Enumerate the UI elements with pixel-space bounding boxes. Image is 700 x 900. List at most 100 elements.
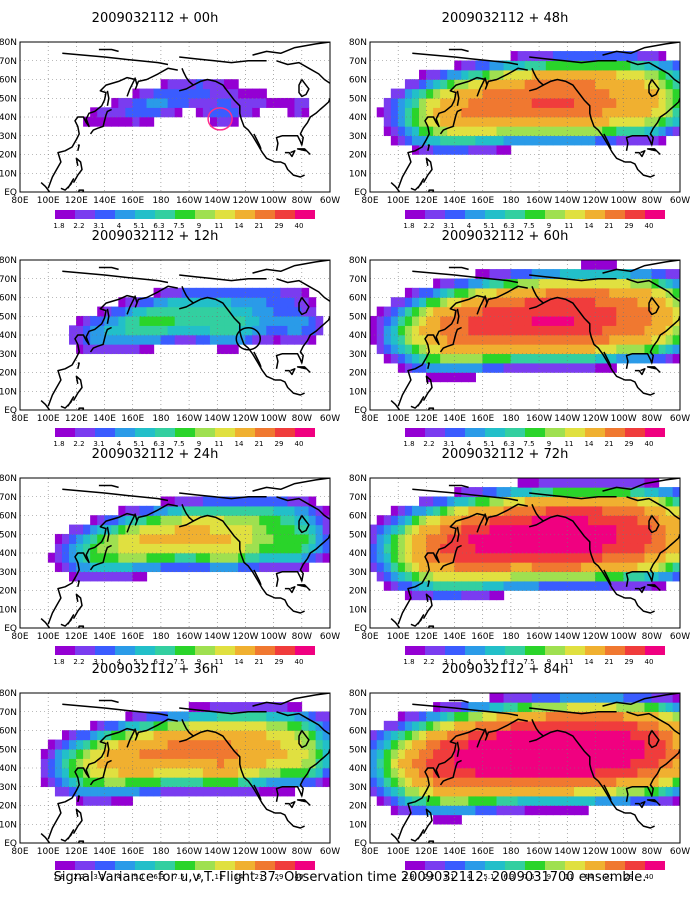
- color-legend: 1.8 2.2 3.1 4 5.1 6.3 7.5 9 11 14 21 29 40: [403, 646, 665, 666]
- legend-swatch: [505, 646, 525, 655]
- lon-tick-label: 120E: [415, 196, 438, 206]
- legend-swatch: [235, 210, 255, 219]
- legend-swatch: [405, 210, 425, 219]
- legend-label: 4: [467, 873, 472, 881]
- lon-tick-label: 80E: [361, 632, 378, 642]
- lat-tick-label: 50N: [0, 312, 17, 322]
- lat-tick-label: 80N: [349, 256, 367, 266]
- legend-label: 7.5: [523, 873, 534, 881]
- legend-swatch: [565, 646, 585, 655]
- lon-tick-label: 140E: [93, 632, 116, 642]
- legend-swatch: [295, 428, 315, 437]
- legend-swatch: [115, 646, 135, 655]
- lat-tick-label: 50N: [349, 530, 367, 540]
- shaded-field: [370, 260, 680, 410]
- lon-tick-label: 160E: [471, 414, 494, 424]
- legend-swatch: [195, 646, 215, 655]
- panel-title: 2009032112 + 72h: [442, 447, 569, 462]
- lat-tick-label: 80N: [349, 689, 367, 699]
- legend-swatch: [55, 646, 75, 655]
- lat-tick-label: EQ: [4, 624, 17, 634]
- map-frame: [19, 477, 331, 629]
- lat-tick-label: 80N: [0, 256, 17, 266]
- lat-tick-label: 30N: [349, 132, 367, 142]
- lon-tick-label: 160W: [176, 196, 202, 206]
- shaded-field: [370, 478, 680, 628]
- lon-tick-label: 100E: [37, 414, 60, 424]
- lat-tick-label: 70N: [349, 57, 367, 67]
- lon-tick-label: 100W: [261, 847, 287, 857]
- lon-tick-label: 120W: [582, 632, 608, 642]
- gridlines: [20, 478, 330, 628]
- legend-label: 6.3: [503, 873, 514, 881]
- legend-label: 40: [295, 873, 304, 881]
- legend-swatch: [155, 861, 175, 870]
- legend-label: 3.1: [93, 658, 104, 666]
- lon-tick-label: 160E: [471, 632, 494, 642]
- lon-tick-label: 180: [502, 414, 519, 424]
- legend-label: 2.2: [73, 658, 84, 666]
- lon-tick-label: 100W: [611, 847, 637, 857]
- legend-label: 6.3: [503, 440, 514, 448]
- lon-tick-label: 140W: [204, 632, 230, 642]
- lat-tick-label: 70N: [0, 275, 17, 285]
- legend-swatch: [55, 428, 75, 437]
- legend-label: 9: [547, 873, 551, 881]
- coastlines: [390, 260, 680, 410]
- lat-tick-label: 60N: [349, 76, 367, 86]
- lon-tick-label: 140E: [443, 632, 466, 642]
- legend-label: 14: [585, 440, 594, 448]
- lon-tick-label: 140E: [443, 196, 466, 206]
- legend-label: 5.1: [483, 873, 494, 881]
- lon-tick-label: 140W: [204, 196, 230, 206]
- legend-label: 1.8: [403, 222, 414, 230]
- legend-label: 29: [625, 873, 634, 881]
- lat-tick-label: 40N: [349, 549, 367, 559]
- legend-label: 4: [467, 440, 472, 448]
- legend-label: 3.1: [93, 873, 104, 881]
- map-panel: 2009032112 + 60h 80E 100E 120E 140E 160E 180 16…: [349, 229, 690, 448]
- legend-swatch: [215, 861, 235, 870]
- legend-swatch: [255, 428, 275, 437]
- map-frame: [19, 692, 331, 844]
- lon-tick-label: 100E: [37, 632, 60, 642]
- color-legend: 1.8 2.2 3.1 4 5.1 6.3 7.5 9 11 14 21 29 40: [53, 646, 315, 666]
- lat-tick-label: 30N: [0, 350, 17, 360]
- legend-label: 5.1: [133, 658, 144, 666]
- legend-swatch: [135, 861, 155, 870]
- lon-tick-label: 140W: [204, 414, 230, 424]
- legend-label: 7.5: [173, 440, 184, 448]
- lat-tick-label: 10N: [349, 820, 367, 830]
- lon-tick-label: 160W: [176, 632, 202, 642]
- lat-tick-label: 70N: [0, 708, 17, 718]
- legend-swatch: [75, 210, 95, 219]
- shaded-field: [20, 42, 330, 192]
- legend-label: 14: [585, 658, 594, 666]
- legend-label: 4: [117, 873, 122, 881]
- lat-tick-label: 10N: [0, 820, 17, 830]
- legend-label: 29: [275, 873, 284, 881]
- legend-label: 3.1: [443, 222, 454, 230]
- lon-tick-label: 60W: [320, 414, 340, 424]
- legend-label: 1.8: [403, 440, 414, 448]
- legend-swatch: [235, 428, 255, 437]
- legend-label: 6.3: [153, 440, 164, 448]
- legend-swatch: [465, 646, 485, 655]
- map-panel: 2009032112 + 24h 80E 100E 120E 140E 160E 180 16…: [0, 447, 340, 666]
- lat-tick-label: 20N: [349, 151, 367, 161]
- legend-swatch: [275, 861, 295, 870]
- lon-tick-label: 160W: [526, 632, 552, 642]
- lat-tick-label: 30N: [0, 132, 17, 142]
- lon-tick-label: 80W: [292, 632, 312, 642]
- lat-tick-label: 10N: [0, 169, 17, 179]
- lat-tick-label: 20N: [0, 587, 17, 597]
- legend-swatch: [135, 210, 155, 219]
- lon-tick-label: 120W: [232, 196, 258, 206]
- lat-tick-label: EQ: [4, 188, 17, 198]
- legend-swatch: [425, 428, 445, 437]
- legend-label: 40: [295, 440, 304, 448]
- lon-tick-label: 120W: [232, 847, 258, 857]
- legend-swatch: [485, 428, 505, 437]
- legend-swatch: [465, 428, 485, 437]
- lon-tick-label: 80W: [642, 632, 662, 642]
